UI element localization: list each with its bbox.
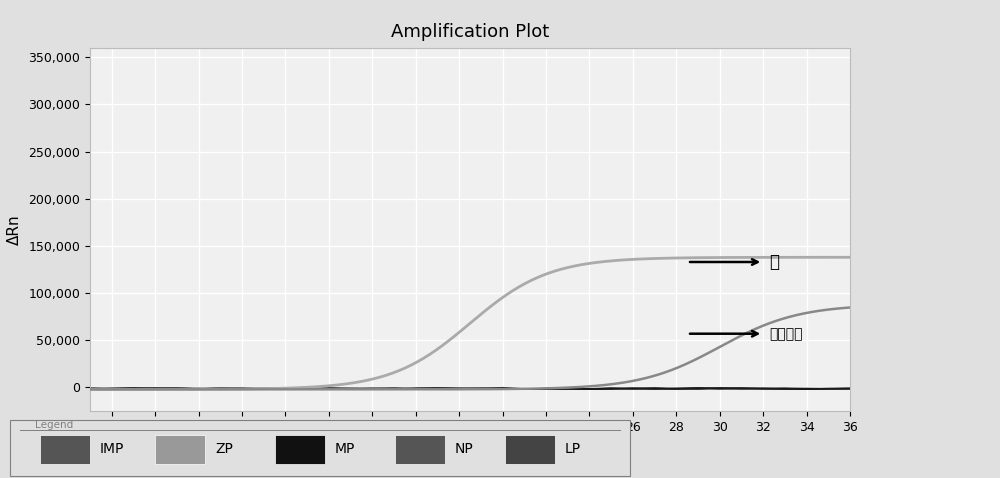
Text: LP: LP	[565, 443, 581, 456]
Bar	[40, 435, 90, 464]
Bar	[395, 435, 445, 464]
Y-axis label: ΔRn: ΔRn	[6, 214, 21, 245]
Bar	[155, 435, 205, 464]
FancyBboxPatch shape	[10, 420, 630, 476]
Text: Legend: Legend	[35, 420, 73, 430]
Text: 内标质控: 内标质控	[770, 326, 803, 341]
Bar	[275, 435, 325, 464]
Bar	[505, 435, 555, 464]
Text: ZP: ZP	[215, 443, 233, 456]
Title: Amplification Plot: Amplification Plot	[391, 22, 549, 41]
Text: IMP: IMP	[100, 443, 124, 456]
Text: MP: MP	[335, 443, 355, 456]
Text: NP: NP	[455, 443, 474, 456]
X-axis label: Cycle: Cycle	[449, 439, 491, 455]
Text: 猪: 猪	[770, 253, 780, 271]
